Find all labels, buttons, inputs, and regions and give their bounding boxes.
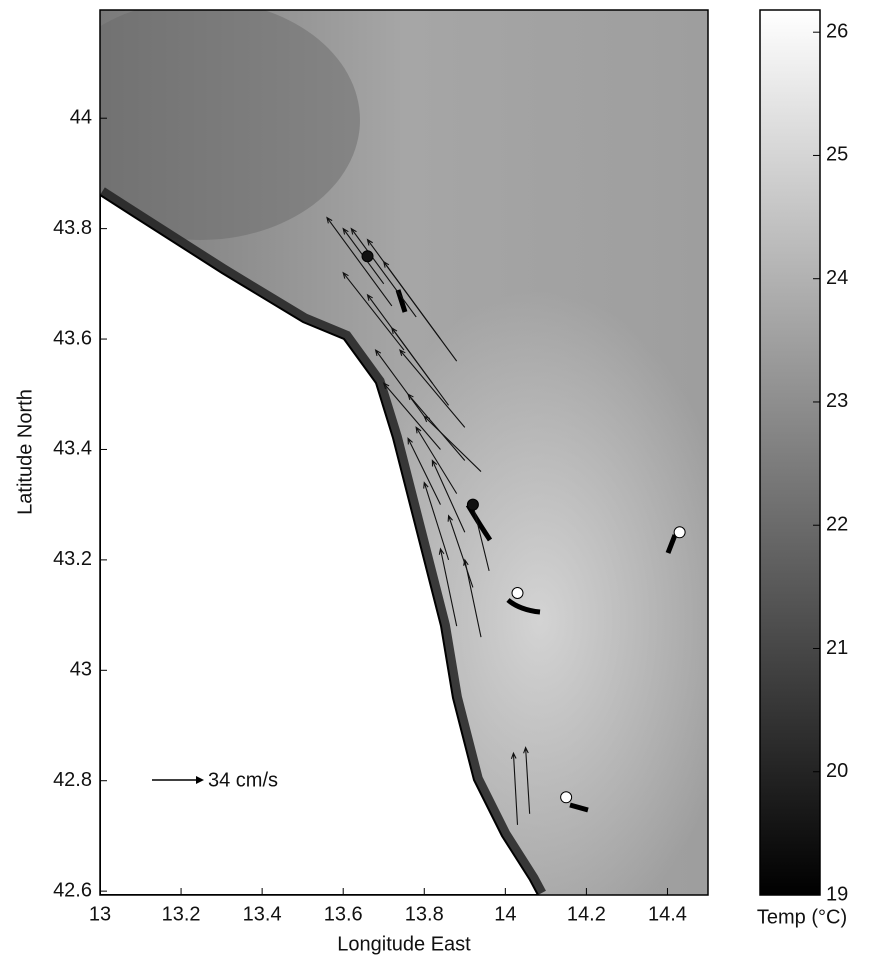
x-tick-label: 13.6 bbox=[324, 903, 363, 925]
colorbar-label: Temp (°C) bbox=[757, 906, 847, 928]
buoy-point bbox=[466, 498, 479, 511]
current-vector bbox=[407, 393, 466, 461]
y-axis-label: Latitude North bbox=[14, 389, 36, 515]
current-vector bbox=[391, 326, 450, 406]
y-tick-label: 42.8 bbox=[53, 769, 92, 791]
y-tick-label: 44 bbox=[70, 106, 92, 128]
current-vector bbox=[510, 751, 519, 825]
land bbox=[100, 193, 540, 895]
buoy-point bbox=[560, 791, 573, 804]
current-vector bbox=[350, 227, 417, 318]
plot-frame bbox=[99, 9, 709, 896]
current-vector bbox=[342, 271, 405, 351]
y-tick-label: 43.4 bbox=[53, 438, 92, 460]
drift-trail bbox=[395, 289, 678, 813]
colorbar-tick-label: 22 bbox=[826, 514, 848, 536]
y-tick-label: 43.6 bbox=[53, 327, 92, 349]
x-tick-label: 13.4 bbox=[243, 903, 282, 925]
colorbar-tick-label: 26 bbox=[826, 20, 848, 42]
current-vector bbox=[374, 348, 425, 417]
current-vector bbox=[463, 558, 482, 638]
x-tick-label: 14 bbox=[494, 903, 516, 925]
colorbar-tick-label: 23 bbox=[826, 390, 848, 412]
buoy-point bbox=[673, 526, 686, 539]
colorbar-tick-label: 20 bbox=[826, 760, 848, 782]
colorbar-tick-label: 24 bbox=[826, 267, 848, 289]
map-background bbox=[100, 10, 708, 895]
colorbar bbox=[759, 9, 821, 896]
y-tick-label: 43.8 bbox=[53, 217, 92, 239]
x-axis-label: Longitude East bbox=[337, 933, 471, 955]
current-vector bbox=[447, 514, 474, 588]
x-tick-label: 13 bbox=[89, 903, 111, 925]
current-vector bbox=[423, 415, 482, 472]
x-tick-label: 14.4 bbox=[648, 903, 687, 925]
buoy-point bbox=[361, 250, 374, 263]
y-tick-label: 43 bbox=[70, 659, 92, 681]
colorbar-tick-label: 19 bbox=[826, 883, 848, 905]
current-vector bbox=[399, 349, 466, 428]
current-vector bbox=[431, 459, 466, 533]
scale-arrow-head bbox=[196, 776, 204, 784]
x-tick-label: 13.8 bbox=[405, 903, 444, 925]
current-vector bbox=[523, 746, 531, 814]
current-vector bbox=[423, 481, 450, 561]
x-tick-label: 14.2 bbox=[567, 903, 606, 925]
current-vector bbox=[326, 216, 393, 307]
current-vector bbox=[438, 547, 458, 627]
colorbar-tick-label: 25 bbox=[826, 144, 848, 166]
current-vector bbox=[382, 260, 458, 362]
y-tick-label: 42.6 bbox=[53, 879, 92, 901]
x-tick-label: 13.2 bbox=[162, 903, 201, 925]
buoy-point bbox=[511, 587, 524, 600]
current-vector bbox=[407, 437, 441, 505]
scale-label: 34 cm/s bbox=[208, 769, 278, 791]
y-tick-label: 43.2 bbox=[53, 548, 92, 570]
current-vector bbox=[415, 426, 458, 494]
colorbar-tick-label: 21 bbox=[826, 637, 848, 659]
current-vector bbox=[382, 382, 441, 450]
